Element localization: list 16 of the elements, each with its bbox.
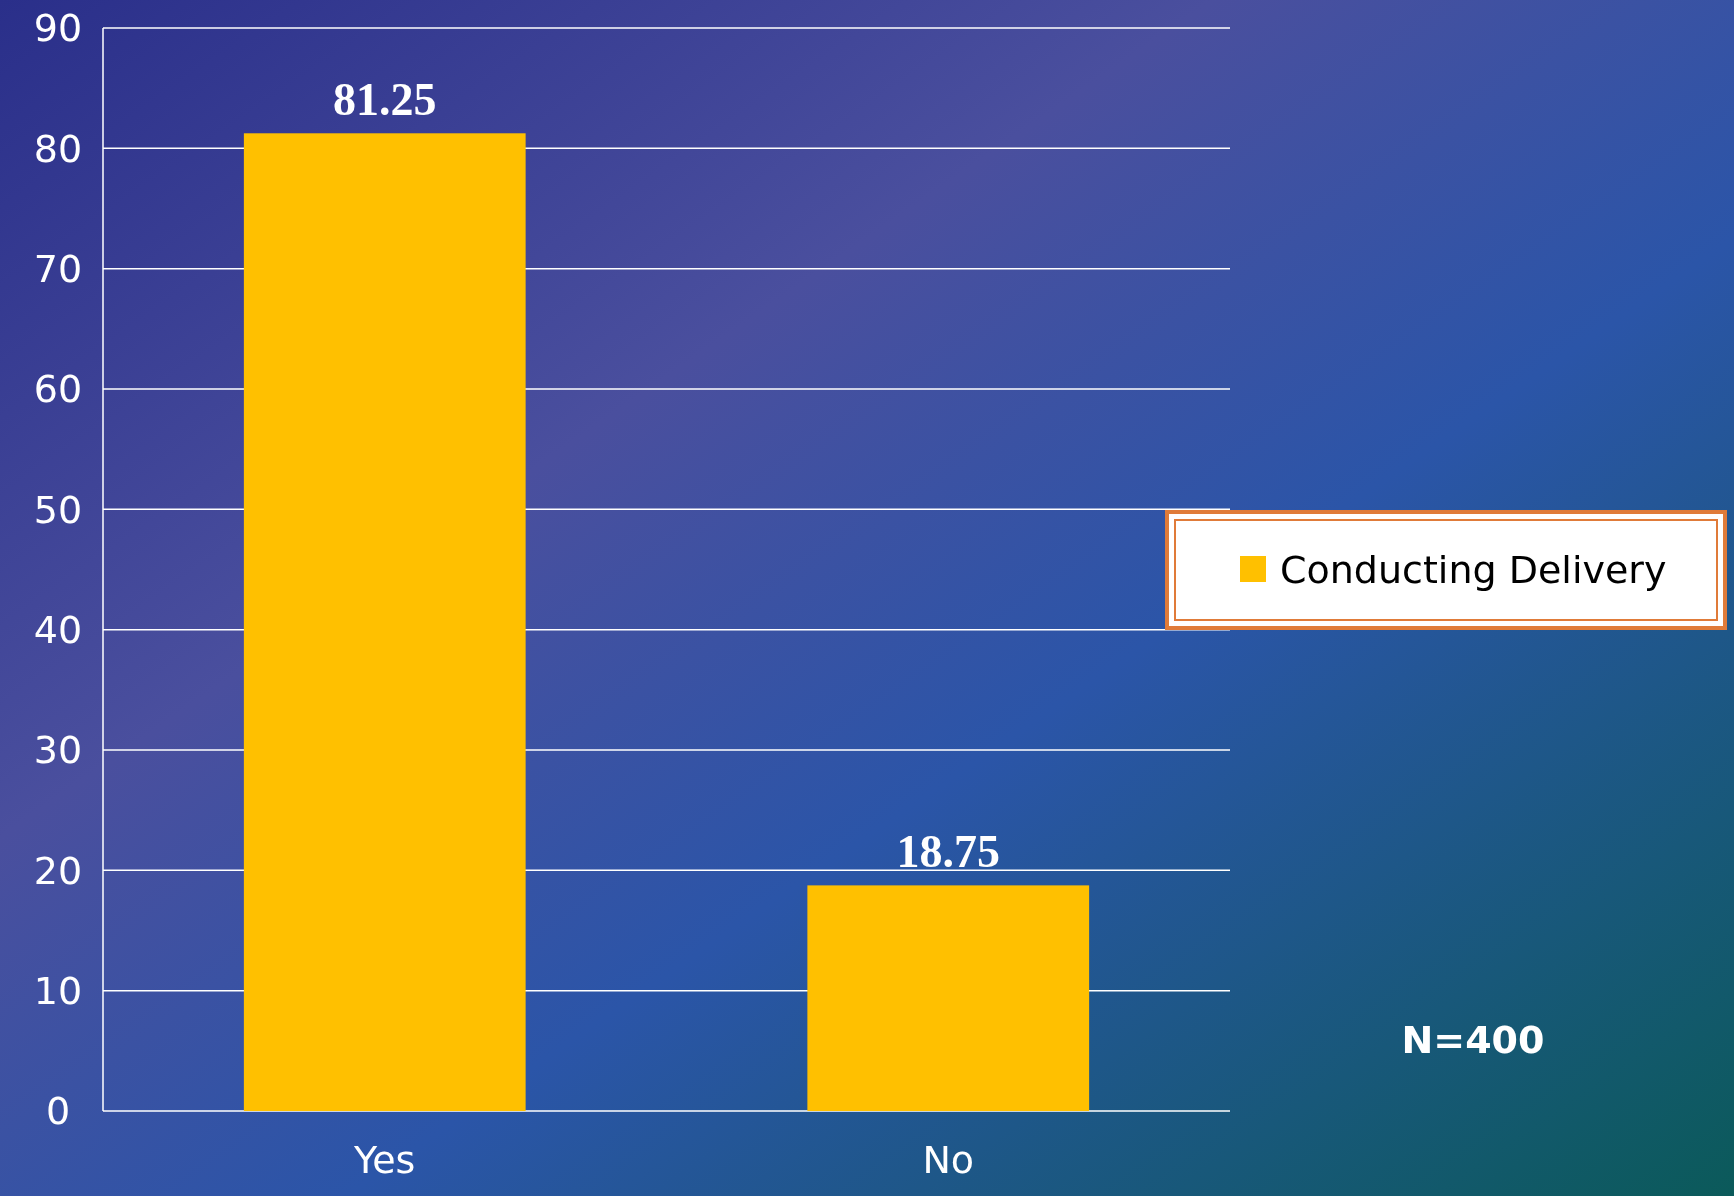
- text: N=400: [1401, 1018, 1545, 1063]
- y-tick-label: 50: [33, 487, 83, 532]
- y-tick-label: 30: [33, 728, 83, 773]
- legend-label: Conducting Delivery: [1280, 548, 1667, 593]
- y-tick-label: 10: [33, 968, 83, 1013]
- y-tick-label: 80: [33, 126, 83, 171]
- y-tick-label: 40: [33, 607, 83, 652]
- data-label: 18.75: [896, 826, 1000, 878]
- x-tick-label: No: [922, 1138, 975, 1182]
- y-tick-label: 90: [33, 6, 83, 51]
- y-tick-label: 0: [45, 1089, 71, 1134]
- y-tick-label: 70: [33, 246, 83, 291]
- data-label: 81.25: [333, 74, 437, 126]
- y-tick-label: 20: [33, 848, 83, 893]
- y-tick-label: 60: [33, 367, 83, 412]
- x-tick-label: Yes: [353, 1138, 416, 1182]
